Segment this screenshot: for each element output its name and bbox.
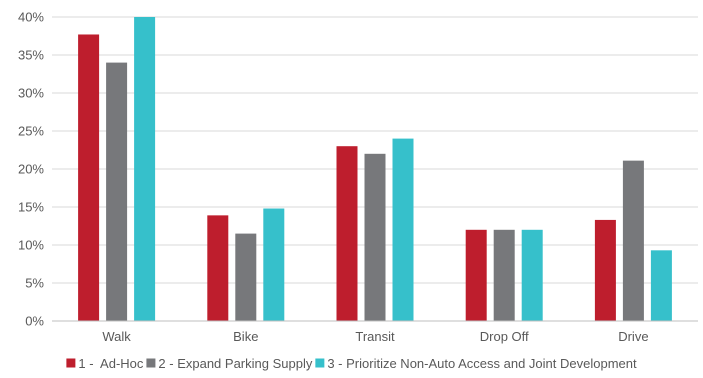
bar-walk-series-1: [78, 34, 100, 321]
y-tick-label: 25%: [18, 124, 44, 139]
bar-drive-series-3: [650, 250, 672, 321]
y-tick-label: 10%: [18, 238, 44, 253]
bar-transit-series-1: [336, 146, 358, 321]
y-tick-label: 30%: [18, 86, 44, 101]
bar-walk-series-2: [106, 62, 128, 321]
y-tick-label: 35%: [18, 48, 44, 63]
y-tick-label: 5%: [25, 276, 44, 291]
bar-transit-series-3: [392, 138, 414, 321]
x-tick-label: Drop Off: [480, 329, 529, 344]
x-tick-label: Bike: [233, 329, 258, 344]
legend-label: 3 - Prioritize Non-Auto Access and Joint…: [327, 356, 637, 371]
legend-label: 1 - Ad-Hoc: [78, 356, 144, 371]
y-tick-label: 40%: [18, 10, 44, 25]
x-axis-tick-labels: Walk Bike Transit Drop Off Drive: [102, 329, 648, 344]
legend-swatch: [146, 358, 156, 368]
legend-item-series-2: 2 - Expand Parking Supply: [146, 356, 313, 371]
bars: [78, 17, 672, 321]
bar-transit-series-2: [364, 153, 386, 321]
y-axis-tick-labels: 0% 5% 10% 15% 20% 25% 30% 35% 40%: [18, 10, 44, 329]
x-tick-label: Transit: [355, 329, 395, 344]
legend: 1 - Ad-Hoc 2 - Expand Parking Supply 3 - P…: [66, 356, 637, 371]
y-tick-label: 0%: [25, 314, 44, 329]
bar-drop-off-series-3: [521, 229, 543, 321]
bar-bike-series-1: [207, 215, 229, 321]
y-tick-label: 20%: [18, 162, 44, 177]
bar-drive-series-1: [594, 219, 616, 321]
legend-item-series-3: 3 - Prioritize Non-Auto Access and Joint…: [315, 356, 637, 371]
legend-label: 2 - Expand Parking Supply: [158, 356, 312, 371]
bar-walk-series-3: [134, 17, 156, 321]
x-tick-label: Walk: [102, 329, 131, 344]
bar-drop-off-series-1: [465, 229, 487, 321]
x-tick-label: Drive: [618, 329, 648, 344]
legend-swatch: [315, 358, 325, 368]
bar-bike-series-2: [235, 233, 257, 321]
bar-bike-series-3: [263, 208, 285, 321]
y-tick-label: 15%: [18, 200, 44, 215]
legend-item-series-1: 1 - Ad-Hoc: [66, 356, 144, 371]
bar-drive-series-2: [622, 160, 644, 321]
bar-drop-off-series-2: [493, 229, 515, 321]
legend-swatch: [66, 358, 76, 368]
